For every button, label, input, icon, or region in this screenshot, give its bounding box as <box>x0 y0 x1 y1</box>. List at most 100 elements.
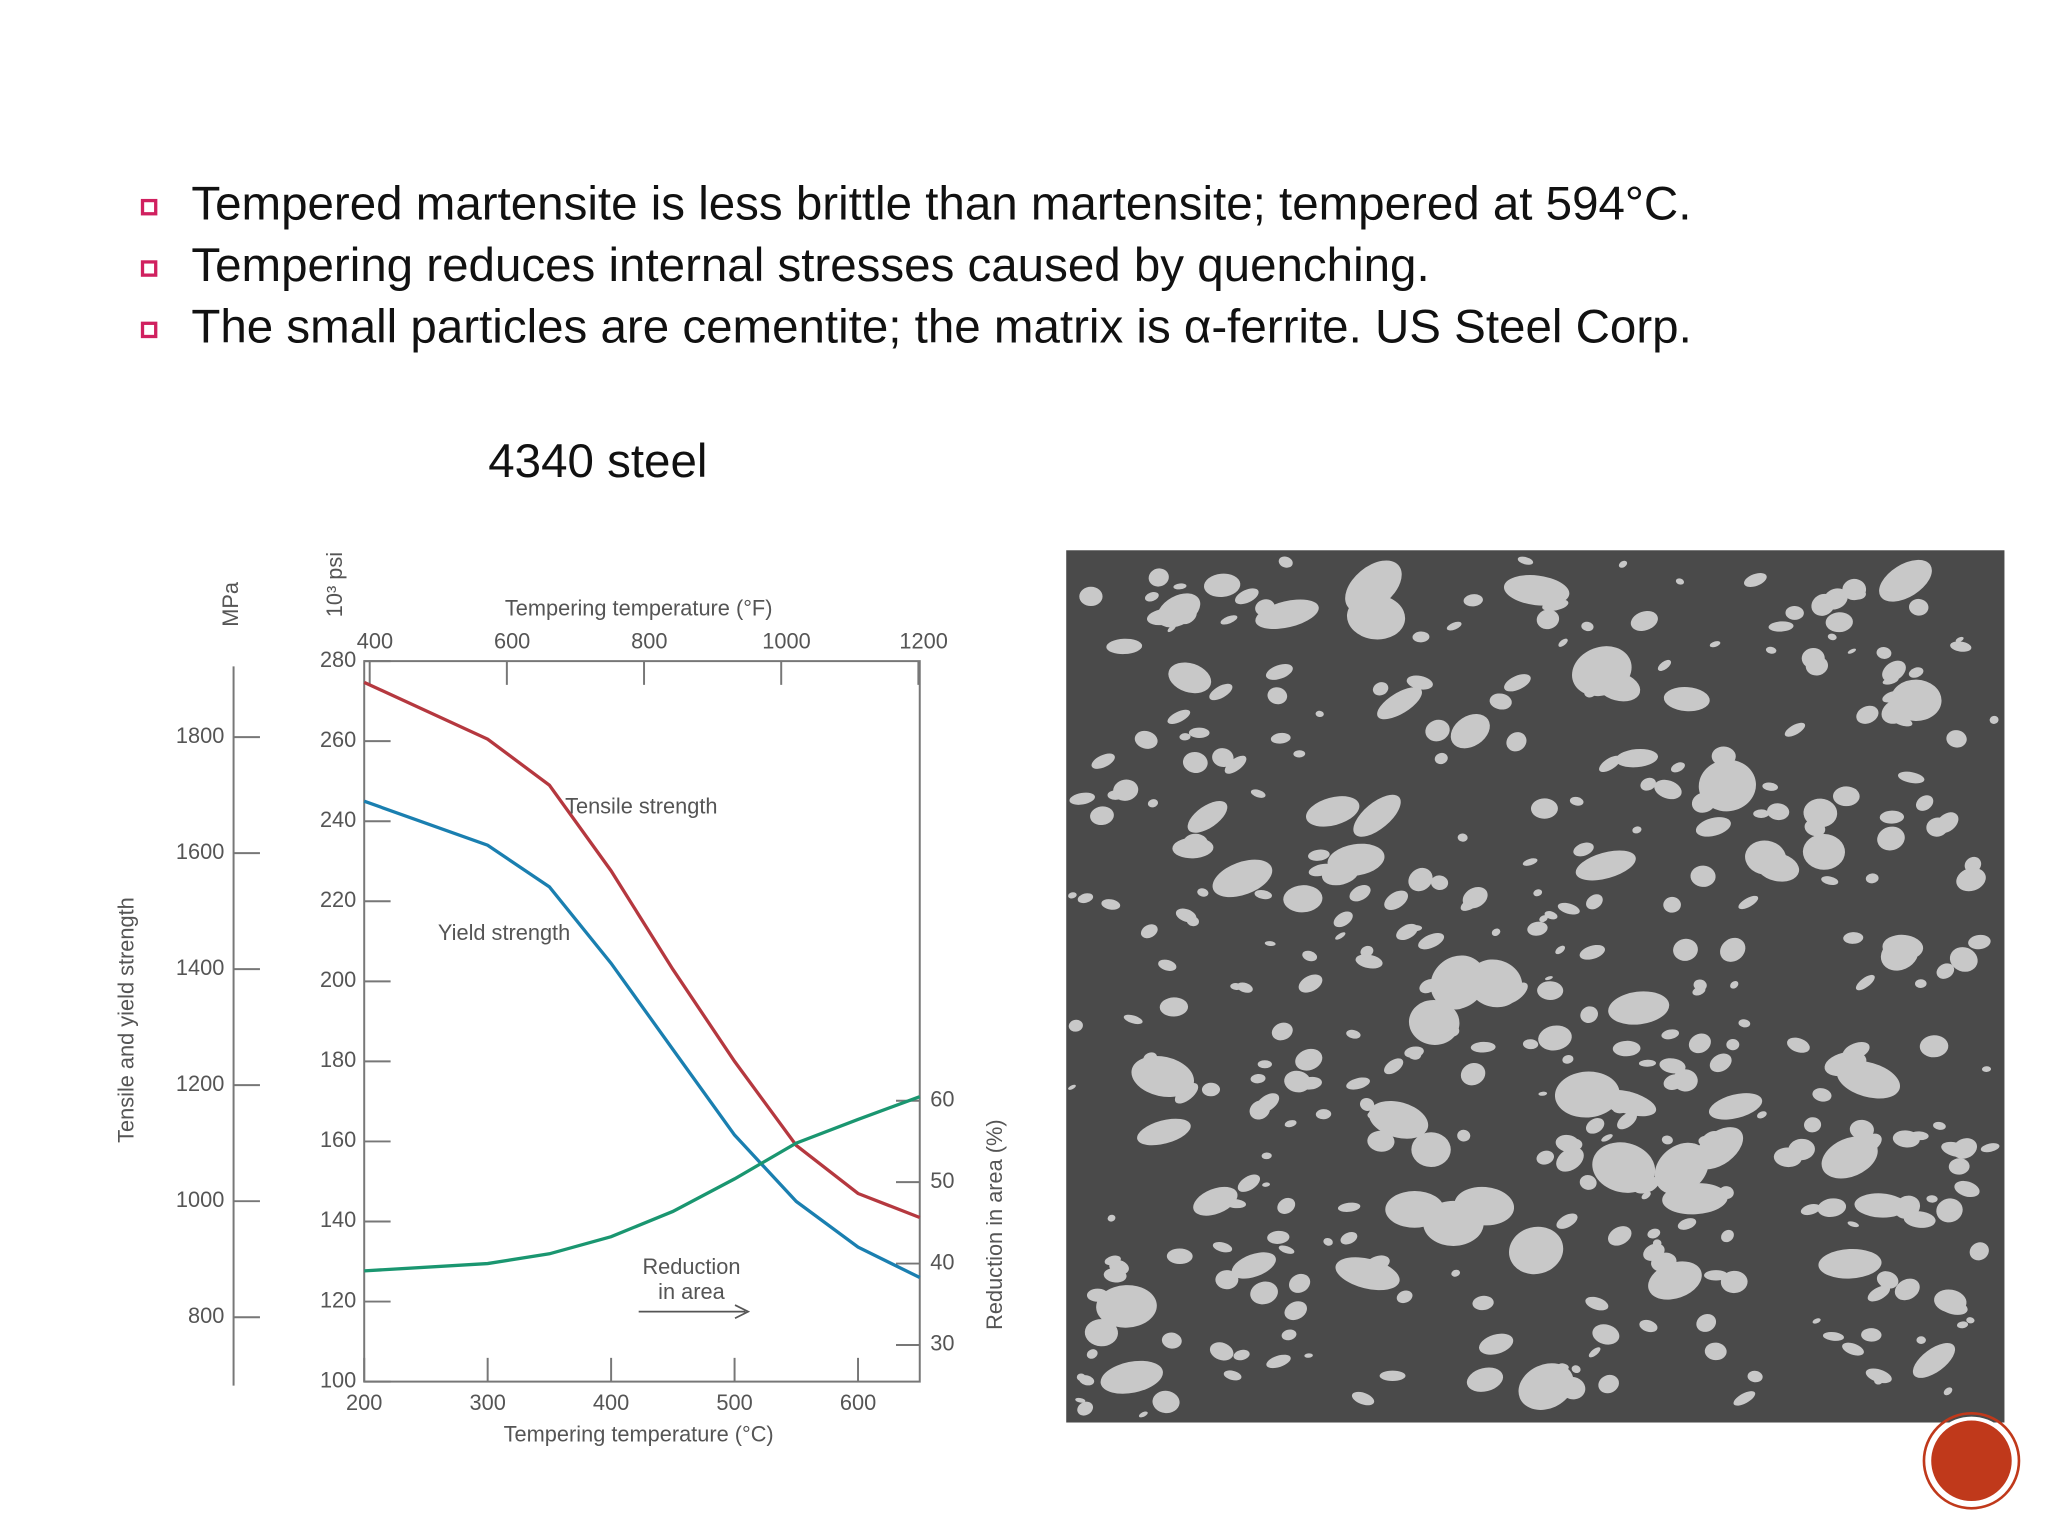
particle <box>1212 859 1273 898</box>
particle <box>1101 899 1121 910</box>
particle <box>1100 1360 1163 1394</box>
particle <box>1315 1109 1332 1120</box>
particle <box>1818 1248 1882 1279</box>
particle <box>1765 646 1777 654</box>
particle <box>1107 1214 1116 1222</box>
particle <box>1832 786 1860 807</box>
particle <box>1943 1387 1953 1396</box>
particle <box>1396 1290 1413 1304</box>
particle <box>1890 679 1942 721</box>
mpa-tick-label: 1200 <box>176 1071 224 1096</box>
y2-tick-label: 30 <box>930 1331 954 1356</box>
bullet-text: Tempering reduces internal stresses caus… <box>191 239 1429 292</box>
particle <box>1172 837 1214 859</box>
particle <box>1257 1060 1272 1069</box>
particle <box>1654 779 1682 800</box>
x2-tick-label: 800 <box>631 628 667 653</box>
y-axis-label: Tensile and yield strength <box>114 897 139 1143</box>
particle <box>1849 1119 1874 1140</box>
particle <box>1462 1199 1491 1218</box>
particle <box>1608 991 1670 1025</box>
series-label: Reduction <box>642 1254 740 1279</box>
particle <box>1756 1111 1767 1119</box>
particle <box>1691 792 1716 813</box>
particle <box>1451 1269 1461 1277</box>
bullet-marker <box>140 198 158 216</box>
y-tick-label: 180 <box>320 1047 356 1072</box>
x2-axis-label: Tempering temperature (°F) <box>505 595 773 620</box>
particle <box>1842 578 1867 601</box>
particle <box>1308 849 1330 861</box>
particle <box>1504 674 1531 692</box>
x-tick-label: 300 <box>469 1390 505 1415</box>
particle <box>1463 594 1483 607</box>
particle <box>1559 1376 1586 1400</box>
particle <box>1255 599 1275 616</box>
particle <box>1896 572 1923 594</box>
particle <box>1234 868 1254 877</box>
particle <box>1215 1270 1239 1290</box>
particle <box>1293 750 1306 758</box>
particle <box>1385 1191 1444 1228</box>
particle <box>1237 1174 1261 1192</box>
particle <box>1688 1033 1711 1054</box>
particle <box>1933 1121 1946 1130</box>
particle <box>1657 659 1672 671</box>
particle <box>1842 1342 1864 1356</box>
particle <box>1675 578 1685 585</box>
particle <box>1467 959 1523 1008</box>
particle <box>1926 1195 1938 1203</box>
particle <box>1787 1037 1810 1053</box>
particle <box>1909 598 1929 616</box>
particle <box>1131 1055 1195 1098</box>
particle <box>1638 1059 1657 1067</box>
particle <box>1695 817 1731 837</box>
particle <box>1880 938 1919 971</box>
particle <box>1569 796 1584 806</box>
particle <box>1267 687 1288 705</box>
particle <box>1575 850 1636 881</box>
y-tick-label: 280 <box>320 647 356 672</box>
particle <box>1346 594 1406 640</box>
particle <box>1571 1365 1581 1373</box>
particle <box>1652 1239 1662 1247</box>
particle <box>1611 1103 1626 1111</box>
particle <box>1865 873 1879 884</box>
particle <box>1140 924 1158 939</box>
particle <box>1882 660 1906 682</box>
particle <box>1262 1182 1270 1187</box>
bullet-marker <box>140 260 158 277</box>
y-tick-label: 160 <box>320 1127 356 1152</box>
particle <box>1677 1218 1697 1230</box>
particle <box>1295 1048 1323 1071</box>
particle <box>1556 1213 1578 1229</box>
mpa-tick-label: 1400 <box>176 955 224 980</box>
particle <box>1822 1332 1844 1341</box>
particle <box>1179 733 1191 741</box>
particle <box>1337 1202 1361 1212</box>
particle <box>1948 1158 1970 1175</box>
series-line <box>363 799 921 1280</box>
particle <box>1359 1098 1375 1111</box>
particle <box>1908 667 1924 678</box>
particle <box>1698 1135 1712 1146</box>
particle <box>1353 794 1401 837</box>
particle <box>1173 583 1187 590</box>
particle <box>1266 1354 1291 1369</box>
y-tick-label: 260 <box>320 727 356 752</box>
particle <box>1612 1040 1641 1057</box>
particle <box>1075 1397 1086 1403</box>
bullet-text: Tempered martensite is less brittle than… <box>191 178 1691 231</box>
nav-button[interactable] <box>1927 1416 2016 1505</box>
particle <box>1264 941 1276 947</box>
particle <box>1522 858 1538 866</box>
particle <box>1460 1062 1486 1086</box>
particle <box>1730 980 1739 989</box>
particle <box>1607 1226 1632 1246</box>
particle <box>1825 612 1853 633</box>
micrograph-particles <box>1068 556 2000 1418</box>
y2-tick-label: 60 <box>930 1086 954 1111</box>
particle <box>1537 981 1564 1000</box>
particle <box>1720 1270 1748 1294</box>
